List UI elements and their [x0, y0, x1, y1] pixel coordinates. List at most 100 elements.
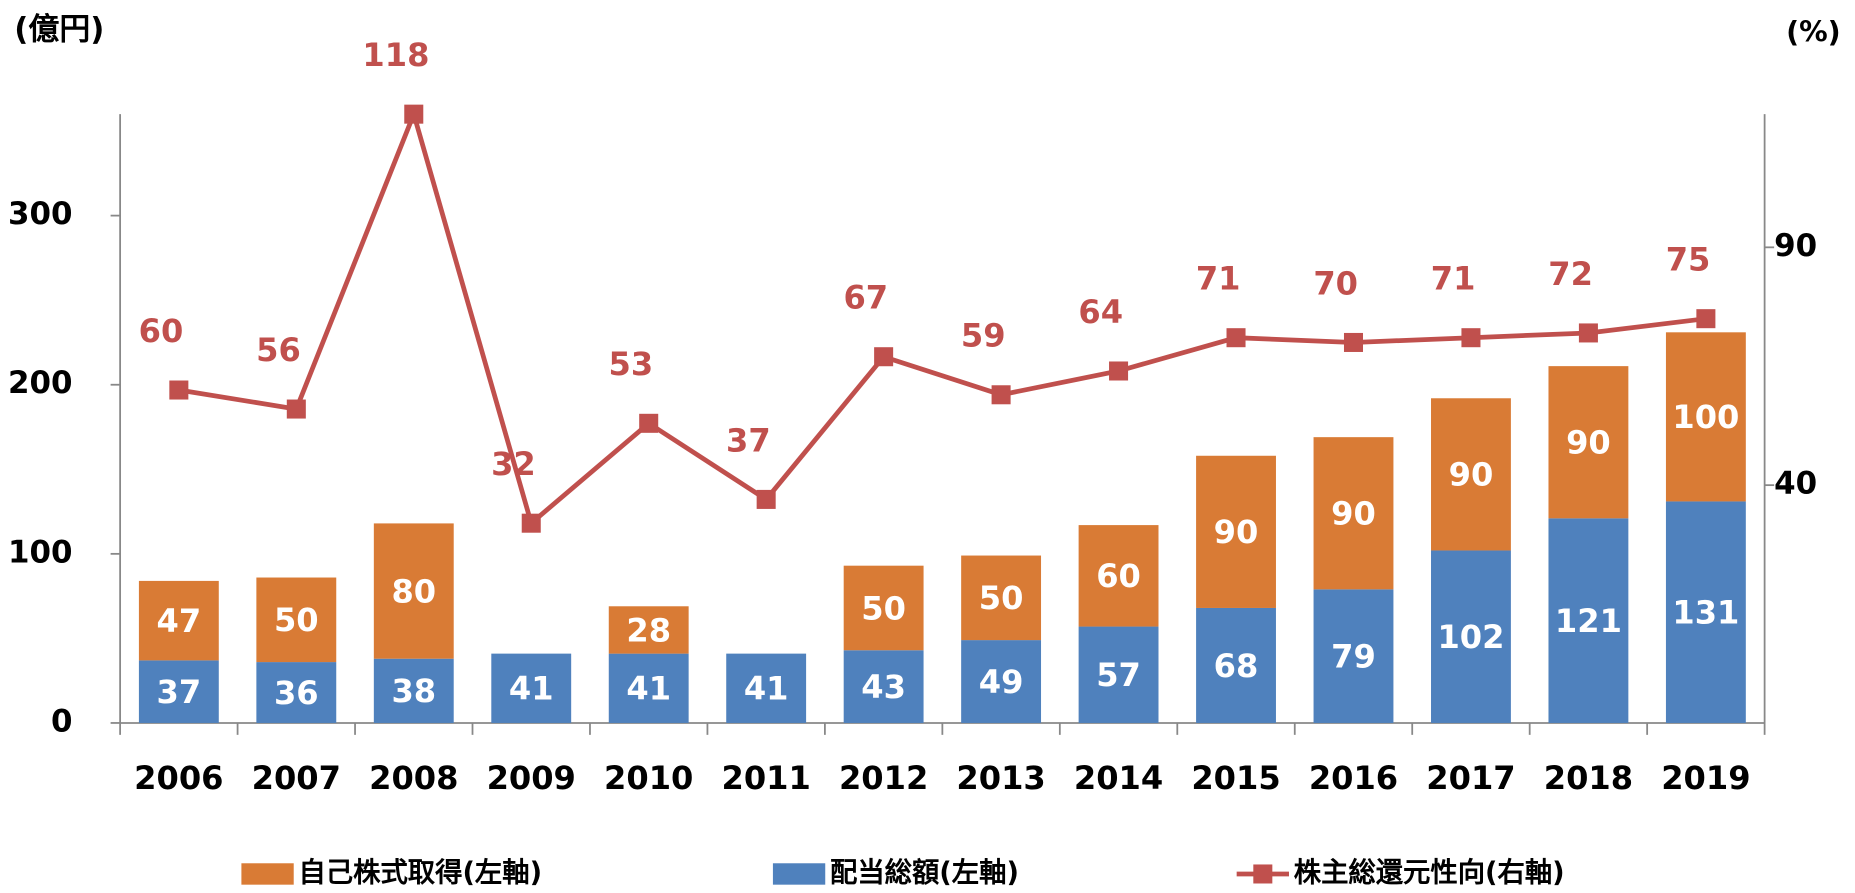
line-marker — [169, 380, 189, 400]
bar — [843, 650, 924, 723]
bar — [1196, 607, 1276, 723]
bar — [373, 658, 454, 723]
y-tick-label: 0 — [51, 703, 73, 739]
line-marker — [874, 347, 894, 367]
x-tick-label: 2011 — [722, 759, 811, 797]
line — [178, 106, 1707, 528]
bar-label: 80 — [391, 572, 436, 610]
x-tick-label: 2015 — [1191, 759, 1280, 797]
bar — [843, 565, 924, 651]
bar-label: 79 — [1331, 638, 1376, 676]
bar — [256, 577, 337, 663]
line-marker — [1343, 332, 1364, 352]
legend-swatch — [241, 863, 294, 885]
y2-unit-label: (%) — [1786, 15, 1841, 48]
bar-label: 43 — [861, 668, 906, 706]
bar-label: 90 — [1331, 495, 1376, 533]
y-tick-label: 200 — [8, 365, 73, 401]
line-marker — [286, 399, 306, 419]
bar — [1313, 437, 1394, 590]
bar-label: 41 — [626, 670, 671, 708]
line-marker — [1109, 361, 1129, 381]
x-tick-label: 2019 — [1661, 759, 1750, 797]
line-marker — [991, 385, 1011, 405]
bar-label: 50 — [274, 601, 319, 639]
legend-swatch — [772, 863, 826, 885]
line-label: 37 — [726, 421, 771, 459]
bar-label: 131 — [1672, 594, 1739, 632]
bar-label: 102 — [1437, 618, 1504, 656]
bar — [608, 606, 689, 654]
line-marker — [404, 104, 424, 124]
bar — [1078, 626, 1159, 723]
legend-label: 株主総還元性向(右軸) — [1294, 856, 1565, 888]
bar-label: 47 — [157, 602, 202, 640]
bar — [961, 640, 1042, 723]
bar — [1431, 398, 1511, 551]
y2-tick-label: 90 — [1774, 228, 1817, 264]
x-tick-label: 2018 — [1544, 759, 1633, 797]
bar-label: 41 — [744, 670, 789, 708]
x-tick-label: 2013 — [956, 759, 1045, 797]
bar-label: 100 — [1672, 398, 1739, 436]
bar — [256, 662, 337, 723]
bar-label: 38 — [391, 672, 436, 710]
bar-label: 121 — [1555, 602, 1622, 640]
bar-label: 50 — [979, 579, 1024, 617]
line-label: 71 — [1431, 260, 1476, 298]
bar — [726, 653, 807, 723]
x-tick-label: 2014 — [1074, 759, 1163, 797]
y-tick-label: 300 — [8, 196, 73, 232]
line-marker — [1226, 328, 1246, 348]
bar — [1313, 589, 1394, 723]
bar — [961, 555, 1042, 641]
bar — [608, 653, 689, 723]
bar-label: 41 — [509, 670, 554, 708]
line-label: 56 — [256, 331, 301, 369]
line-label: 59 — [961, 317, 1006, 355]
bar-label: 36 — [274, 674, 319, 712]
bar — [1431, 550, 1511, 723]
line-label: 32 — [491, 445, 536, 483]
legend-label: 自己株式取得(左軸) — [298, 856, 542, 888]
line-marker — [756, 489, 776, 509]
line-marker — [1461, 328, 1481, 348]
bar — [1548, 366, 1629, 519]
line-marker — [1696, 309, 1716, 329]
bar — [491, 653, 572, 723]
bar-label: 57 — [1096, 656, 1141, 694]
x-tick-label: 2016 — [1309, 759, 1398, 797]
bar — [1548, 518, 1629, 723]
line-label: 67 — [843, 279, 888, 317]
line-label: 118 — [362, 36, 429, 74]
bar-label: 68 — [1214, 647, 1259, 685]
bar — [1196, 455, 1276, 608]
line-label: 53 — [609, 345, 654, 383]
y2-tick-label: 40 — [1774, 466, 1817, 502]
x-tick-label: 2008 — [369, 759, 458, 797]
line-label: 64 — [1078, 293, 1123, 331]
bar — [373, 523, 454, 659]
line-marker — [1578, 323, 1598, 343]
bar — [138, 580, 219, 661]
line-label: 60 — [139, 312, 184, 350]
x-tick-label: 2017 — [1426, 759, 1515, 797]
line-label: 75 — [1666, 241, 1711, 279]
line-label: 72 — [1548, 255, 1593, 293]
bar-label: 28 — [626, 611, 671, 649]
bar-label: 50 — [861, 589, 906, 627]
bar — [138, 660, 219, 723]
x-tick-label: 2012 — [839, 759, 928, 797]
line-label: 71 — [1196, 260, 1241, 298]
x-tick-label: 2007 — [252, 759, 341, 797]
x-tick-label: 2006 — [134, 759, 223, 797]
bar — [1078, 525, 1159, 627]
bar-label: 90 — [1449, 456, 1494, 494]
bar — [1665, 501, 1746, 723]
bar-label: 90 — [1214, 513, 1259, 551]
legend-label: 配当総額(左軸) — [830, 856, 1019, 888]
legend-swatch — [1253, 864, 1273, 884]
bar — [1665, 332, 1746, 502]
line-marker — [639, 413, 659, 433]
